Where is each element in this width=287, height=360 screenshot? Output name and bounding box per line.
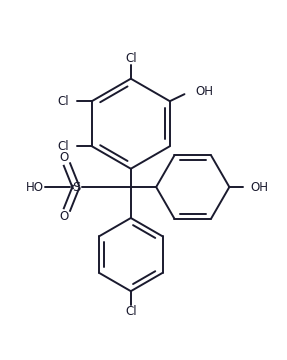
Text: Cl: Cl [57,95,69,108]
Text: O: O [59,210,68,223]
Text: OH: OH [251,180,268,194]
Text: S: S [72,180,80,194]
Text: Cl: Cl [57,140,69,153]
Text: O: O [59,151,68,164]
Text: Cl: Cl [125,52,137,65]
Text: OH: OH [195,85,213,98]
Text: HO: HO [26,180,44,194]
Text: Cl: Cl [125,305,137,318]
